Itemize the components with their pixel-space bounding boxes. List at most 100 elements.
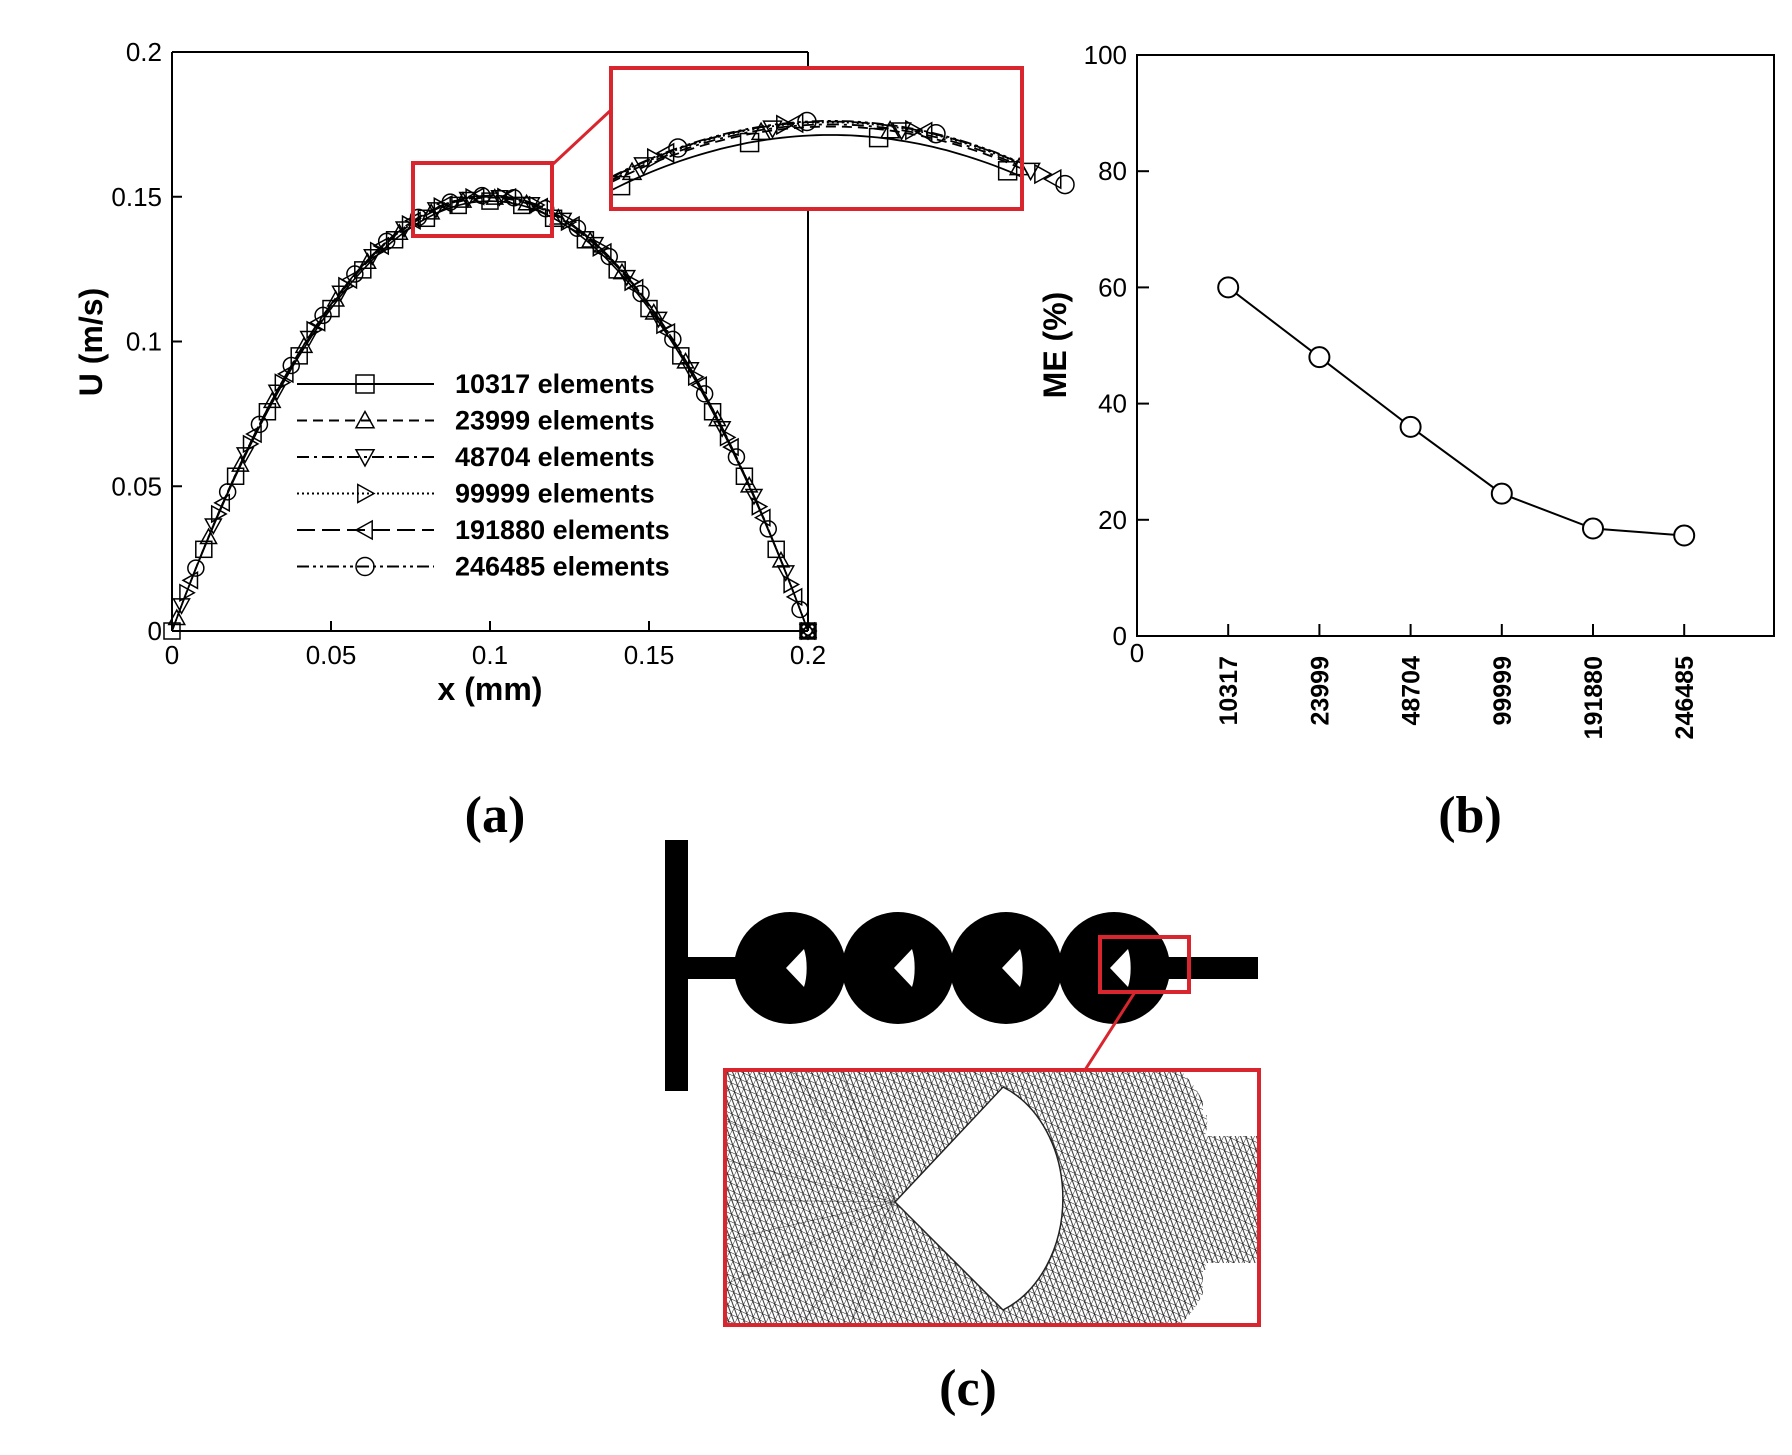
- triangle-up-marker: [421, 202, 441, 220]
- square-marker: [640, 299, 658, 318]
- triangle-right-marker: [401, 214, 419, 234]
- triangle-left-marker: [594, 242, 612, 262]
- square-marker: [997, 161, 1018, 181]
- triangle-left-marker: [798, 621, 816, 641]
- circle-marker: [505, 189, 523, 207]
- valve-inlet-bar: [665, 840, 688, 1091]
- legend-label-3: 99999 elements: [455, 479, 655, 509]
- inset-series-line-1: [610, 125, 1023, 184]
- panel-b-error-chart: 0 20 40 60 80 100 10317 23999 48704 99999 191880 24…: [1037, 40, 1775, 739]
- circle-marker: [218, 483, 237, 501]
- triangle-left-marker: [499, 187, 517, 207]
- triangle-up-marker: [771, 550, 791, 568]
- triangle-down-marker: [331, 285, 350, 303]
- circle-marker: [632, 284, 650, 303]
- circle-marker: [346, 265, 364, 283]
- triangle-left-marker: [1042, 168, 1062, 190]
- zoom-region-box: [411, 161, 554, 238]
- panel-b-plot-frame: [1136, 54, 1775, 637]
- triangle-left-marker: [372, 236, 390, 256]
- circle-marker: [409, 208, 428, 227]
- b-data-point: [1582, 517, 1604, 540]
- square-marker: [767, 540, 785, 559]
- circle-marker: [695, 385, 714, 403]
- b-y-tick-label: 60: [1098, 272, 1127, 302]
- inset-background: [611, 68, 1022, 209]
- circle-marker: [473, 186, 491, 205]
- b-y-tick-label: 80: [1098, 156, 1127, 186]
- square-marker: [355, 374, 375, 394]
- y-tick-label: 0.2: [126, 37, 162, 67]
- triangle-right-marker: [357, 483, 376, 504]
- triangle-left-marker: [181, 571, 199, 590]
- mesh-zoom-frame: [723, 1068, 1261, 1327]
- b-category-label: 23999: [1306, 656, 1334, 726]
- b-category-label: 10317: [1215, 656, 1243, 726]
- b-data-point: [1217, 276, 1240, 299]
- triangle-down-marker: [681, 361, 700, 379]
- triangle-up-marker: [739, 475, 759, 493]
- b-category-label: 99999: [1489, 656, 1517, 726]
- triangle-up-marker: [231, 455, 250, 472]
- y-tick-label: 0.1: [126, 327, 162, 357]
- panel-a-xlabel: x (mm): [438, 671, 543, 707]
- mesh-zoom-view: [725, 1070, 1259, 1325]
- square-marker: [735, 467, 754, 485]
- y-tick-label: 0: [148, 616, 162, 646]
- triangle-down-marker: [585, 236, 605, 254]
- triangle-up-marker: [485, 188, 505, 205]
- triangle-left-marker: [354, 519, 373, 541]
- b-y-tick-label: 20: [1098, 505, 1127, 535]
- square-marker: [672, 347, 690, 365]
- panel-a-ticks: 0 0.05 0.1 0.15 0.2 0 0.05 0.1 0.15 0.2: [111, 37, 826, 670]
- triangle-right-marker: [560, 212, 578, 232]
- b-data-point: [1490, 482, 1513, 505]
- triangle-up-marker: [549, 208, 568, 225]
- panel-a-ylabel: U (m/s): [73, 288, 109, 396]
- triangle-up-marker: [798, 621, 818, 639]
- triangle-right-marker: [687, 367, 705, 387]
- triangle-down-marker: [267, 384, 287, 402]
- triangle-down-marker: [354, 449, 376, 468]
- b-category-label: 246485: [1671, 656, 1699, 740]
- triangle-up-marker: [453, 191, 473, 208]
- series-line-0: [171, 200, 809, 632]
- circle-marker: [668, 138, 688, 158]
- circle-marker: [1055, 174, 1075, 195]
- triangle-up-marker: [517, 193, 536, 211]
- b-series-line: [1227, 286, 1685, 537]
- circle-marker: [727, 448, 746, 466]
- triangle-down-marker: [553, 212, 573, 230]
- x-tick-label: 0.15: [624, 640, 675, 670]
- triangle-down-marker: [712, 421, 732, 438]
- triangle-down-marker: [458, 191, 478, 209]
- panel-b-ticks: 0 20 40 60 80 100 10317 23999 48704 99999 191880 24…: [1084, 40, 1700, 739]
- square-marker: [258, 402, 277, 421]
- triangle-up-marker: [354, 409, 376, 429]
- inset-series-line-2: [610, 123, 1023, 182]
- legend-label-2: 48704 elements: [455, 442, 655, 472]
- x-tick-label: 0: [165, 640, 179, 670]
- panel-b-x-origin-label: 0: [1130, 638, 1144, 668]
- panel-label-a: (a): [465, 787, 526, 844]
- x-tick-label: 0.05: [306, 640, 357, 670]
- triangle-right-marker: [783, 575, 801, 594]
- x-tick-label: 0.1: [472, 640, 508, 670]
- square-marker: [226, 467, 245, 485]
- square-marker: [163, 622, 181, 640]
- triangle-left-marker: [655, 142, 675, 164]
- triangle-right-marker: [592, 238, 610, 257]
- b-category-label: 48704: [1398, 656, 1426, 726]
- circle-marker: [187, 559, 205, 577]
- triangle-right-marker: [800, 621, 818, 641]
- circle-marker: [926, 123, 946, 144]
- square-marker: [195, 540, 213, 559]
- triangle-down-marker: [299, 330, 319, 348]
- triangle-down-marker: [776, 565, 796, 582]
- triangle-left-marker: [913, 121, 933, 143]
- circle-marker: [250, 415, 269, 434]
- inset-series-line-0: [610, 134, 1023, 192]
- triangle-up-marker: [167, 608, 187, 626]
- triangle-right-marker: [905, 119, 924, 141]
- panel-b-ylabel: ME (%): [1037, 292, 1073, 399]
